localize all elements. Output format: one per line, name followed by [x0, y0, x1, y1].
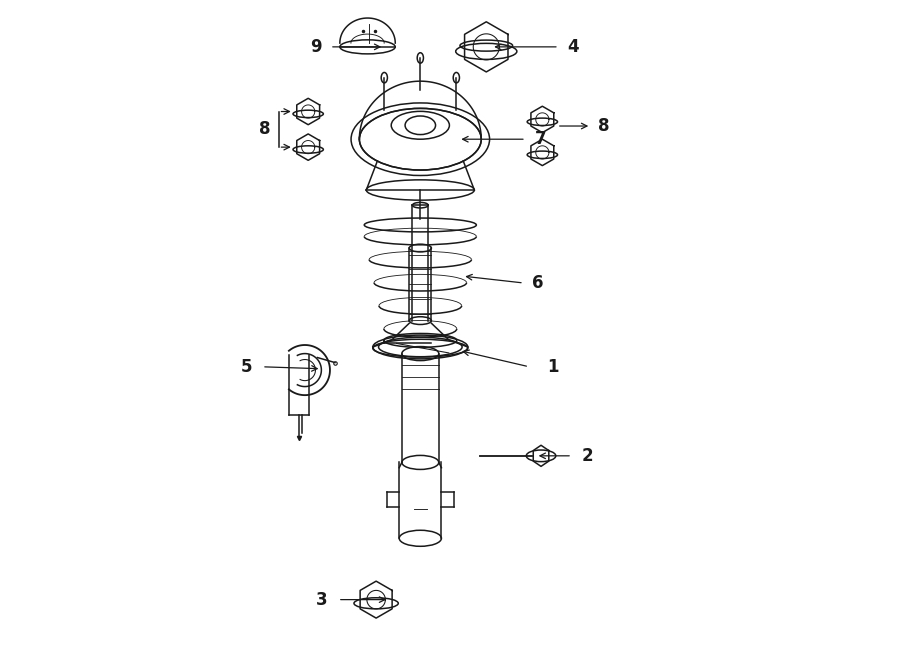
- Text: 2: 2: [582, 447, 593, 465]
- Text: 3: 3: [316, 591, 328, 609]
- Text: 1: 1: [547, 358, 559, 376]
- Text: 8: 8: [598, 117, 610, 135]
- Text: 7: 7: [535, 130, 546, 148]
- Text: 4: 4: [567, 38, 579, 56]
- Text: 5: 5: [240, 358, 252, 376]
- Text: 6: 6: [533, 274, 544, 292]
- Text: 9: 9: [310, 38, 321, 56]
- Text: 8: 8: [259, 120, 271, 138]
